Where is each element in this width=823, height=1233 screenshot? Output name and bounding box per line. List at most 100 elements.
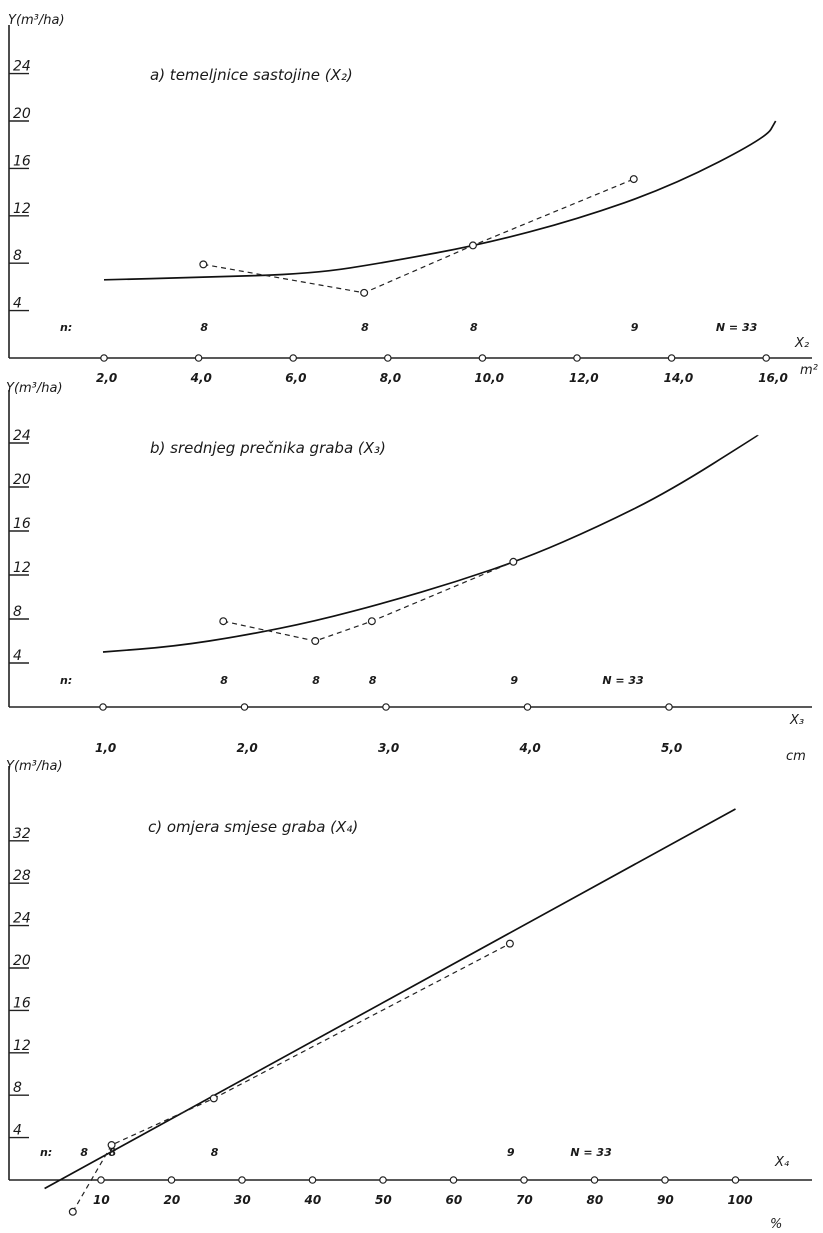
y-tick-label: 32 bbox=[13, 826, 31, 842]
x-tick-label: 40 bbox=[304, 1193, 322, 1207]
x-axis-unit: cm bbox=[786, 749, 806, 764]
x-tick-mark bbox=[167, 1176, 176, 1184]
chart-title: a) temeljnice sastojine (X₂) bbox=[150, 66, 353, 84]
x-tick-label: 30 bbox=[234, 1193, 251, 1207]
n-count-label: N = 33 bbox=[602, 674, 644, 687]
chart-panel-a: Y(m³/ha) a) temeljnice sastojine (X₂) X₂ m²… bbox=[8, 13, 818, 385]
observed-means-line bbox=[203, 178, 634, 294]
x-tick-label: 70 bbox=[516, 1193, 533, 1207]
observed-mean-point bbox=[199, 260, 208, 269]
x-tick-label: 5,0 bbox=[661, 741, 682, 755]
x-tick-label: 10,0 bbox=[474, 371, 504, 385]
n-count-label: 8 bbox=[220, 674, 228, 687]
n-prefix-label: n: bbox=[60, 674, 72, 687]
y-tick-label: 24 bbox=[13, 59, 31, 75]
x-tick-mark bbox=[478, 354, 487, 362]
x-tick-label: 14,0 bbox=[664, 371, 694, 385]
regression-curve bbox=[44, 808, 736, 1190]
n-count-label: 9 bbox=[507, 1146, 515, 1159]
y-tick-label: 16 bbox=[13, 516, 31, 532]
x-tick-label: 2,0 bbox=[96, 371, 117, 385]
y-tick-label: 4 bbox=[13, 296, 22, 312]
x-tick-label: 90 bbox=[657, 1193, 674, 1207]
x-tick-label: 10 bbox=[93, 1193, 110, 1207]
y-axis-label: Y(m³/ha) bbox=[8, 13, 65, 28]
y-tick-label: 24 bbox=[13, 911, 31, 927]
chart-panel-c: Y(m³/ha) c) omjera smjese graba (X₄) X₄% 4 8… bbox=[6, 759, 812, 1232]
y-tick-label: 24 bbox=[13, 428, 31, 444]
x-tick-label: 4,0 bbox=[190, 371, 212, 385]
x-axis-unit: m² bbox=[800, 363, 818, 378]
n-count-label: 8 bbox=[369, 674, 377, 687]
observed-mean-point bbox=[629, 175, 638, 184]
x-tick-mark bbox=[97, 1176, 105, 1184]
x-tick-label: 2,0 bbox=[237, 741, 258, 755]
observed-means-line bbox=[72, 943, 511, 1213]
x-tick-label: 8,0 bbox=[380, 371, 401, 385]
observed-mean-point bbox=[209, 1094, 218, 1103]
x-tick-label: 16,0 bbox=[758, 371, 788, 385]
x-tick-label: 50 bbox=[375, 1193, 392, 1207]
y-tick-label: 4 bbox=[13, 1123, 22, 1139]
x-tick-mark bbox=[661, 1176, 669, 1184]
observed-mean-point bbox=[509, 557, 518, 566]
x-tick-mark bbox=[762, 354, 771, 362]
observed-mean-point bbox=[107, 1141, 116, 1150]
y-tick-label: 28 bbox=[13, 868, 31, 884]
observed-mean-point bbox=[219, 617, 228, 626]
n-count-label: 9 bbox=[510, 674, 518, 687]
observed-means-line bbox=[223, 561, 514, 642]
y-tick-label: 8 bbox=[13, 248, 22, 264]
y-tick-label: 20 bbox=[13, 472, 31, 488]
y-tick-label: 20 bbox=[13, 106, 31, 122]
x-tick-mark bbox=[379, 1176, 387, 1184]
x-tick-label: 100 bbox=[728, 1193, 753, 1207]
x-tick-mark bbox=[665, 703, 673, 711]
y-tick-label: 12 bbox=[13, 560, 31, 576]
regression-curve bbox=[103, 120, 777, 281]
x-tick-label: 4,0 bbox=[519, 741, 541, 755]
y-tick-label: 4 bbox=[13, 648, 22, 664]
x-axis-label: X₂ bbox=[794, 336, 809, 351]
n-count-label: N = 33 bbox=[716, 321, 758, 334]
x-tick-mark bbox=[238, 1176, 246, 1184]
observed-mean-point bbox=[468, 241, 477, 250]
x-tick-mark bbox=[449, 1176, 458, 1184]
n-count-label: 8 bbox=[211, 1146, 219, 1159]
x-tick-label: 20 bbox=[164, 1193, 181, 1207]
observed-mean-point bbox=[360, 288, 369, 297]
n-count-label: 8 bbox=[80, 1146, 88, 1159]
regression-curve bbox=[102, 434, 759, 653]
x-tick-label: 1,0 bbox=[95, 741, 116, 755]
x-tick-mark bbox=[667, 354, 676, 362]
x-tick-label: 80 bbox=[587, 1193, 604, 1207]
x-tick-mark bbox=[573, 354, 581, 362]
x-tick-mark bbox=[731, 1176, 740, 1184]
n-count-label: 9 bbox=[631, 321, 639, 334]
chart-title: b) srednjeg prečnika graba (X₃) bbox=[150, 439, 386, 457]
n-count-label: 8 bbox=[470, 321, 478, 334]
x-tick-mark bbox=[99, 703, 107, 711]
observed-mean-point bbox=[68, 1207, 77, 1216]
x-tick-mark bbox=[523, 703, 532, 711]
n-count-label: 8 bbox=[200, 321, 208, 334]
x-axis-label: X₃ bbox=[789, 713, 804, 728]
y-tick-label: 12 bbox=[13, 201, 31, 217]
x-tick-mark bbox=[590, 1176, 599, 1184]
n-count-label: 8 bbox=[361, 321, 369, 334]
x-tick-mark bbox=[383, 354, 392, 362]
y-tick-label: 8 bbox=[13, 1080, 22, 1096]
x-axis-unit: % bbox=[770, 1217, 782, 1232]
observed-mean-point bbox=[505, 939, 514, 948]
x-tick-label: 60 bbox=[446, 1193, 463, 1207]
y-tick-label: 16 bbox=[13, 995, 31, 1011]
x-tick-mark bbox=[289, 354, 298, 362]
y-tick-label: 12 bbox=[13, 1038, 31, 1054]
n-count-label: N = 33 bbox=[570, 1146, 612, 1159]
x-tick-mark bbox=[520, 1176, 528, 1184]
x-tick-label: 6,0 bbox=[285, 371, 306, 385]
x-tick-label: 3,0 bbox=[378, 741, 399, 755]
n-prefix-label: n: bbox=[60, 321, 72, 334]
n-count-label: 8 bbox=[109, 1146, 117, 1159]
